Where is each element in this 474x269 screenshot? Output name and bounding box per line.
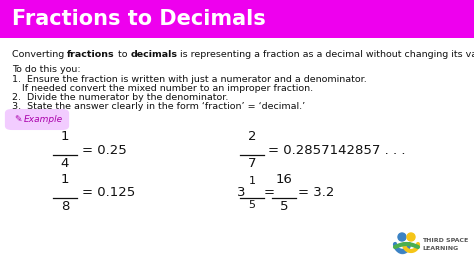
Text: = 3.2: = 3.2 (298, 186, 334, 200)
Text: =: = (264, 186, 275, 200)
Text: 1.  Ensure the fraction is written with just a numerator and a denominator.: 1. Ensure the fraction is written with j… (12, 75, 367, 84)
Text: fractions: fractions (67, 50, 115, 59)
Text: is representing a fraction as a decimal without changing its value.: is representing a fraction as a decimal … (177, 50, 474, 59)
Circle shape (398, 233, 406, 241)
Text: Fractions to Decimals: Fractions to Decimals (12, 9, 266, 29)
Text: 16: 16 (275, 173, 292, 186)
Text: If needed convert the mixed number to an improper fraction.: If needed convert the mixed number to an… (22, 84, 313, 93)
Text: ✎: ✎ (14, 115, 21, 124)
Text: = 0.25: = 0.25 (82, 143, 127, 157)
Text: 7: 7 (248, 157, 256, 170)
Text: Converting: Converting (12, 50, 67, 59)
Text: 2.  Divide the numerator by the denominator.: 2. Divide the numerator by the denominat… (12, 93, 228, 102)
Text: to: to (115, 50, 130, 59)
Text: LEARNING: LEARNING (422, 246, 458, 251)
Text: THIRD SPACE: THIRD SPACE (422, 238, 468, 243)
Text: 1: 1 (61, 173, 69, 186)
Text: 4: 4 (61, 157, 69, 170)
Text: = 0.125: = 0.125 (82, 186, 135, 200)
Text: 5: 5 (280, 200, 288, 213)
Text: decimals: decimals (130, 50, 177, 59)
Text: = 0.2857142857 . . .: = 0.2857142857 . . . (268, 143, 405, 157)
Text: 5: 5 (248, 200, 255, 210)
Text: 1: 1 (248, 176, 255, 186)
Text: 3.  State the answer clearly in the form ‘fraction’ = ‘decimal.’: 3. State the answer clearly in the form … (12, 102, 305, 111)
Circle shape (407, 233, 415, 241)
Text: 2: 2 (248, 130, 256, 143)
Text: 1: 1 (61, 130, 69, 143)
Text: Example: Example (24, 115, 63, 124)
Text: 8: 8 (61, 200, 69, 213)
Text: To do this you:: To do this you: (12, 65, 81, 74)
Text: 3: 3 (237, 186, 245, 200)
